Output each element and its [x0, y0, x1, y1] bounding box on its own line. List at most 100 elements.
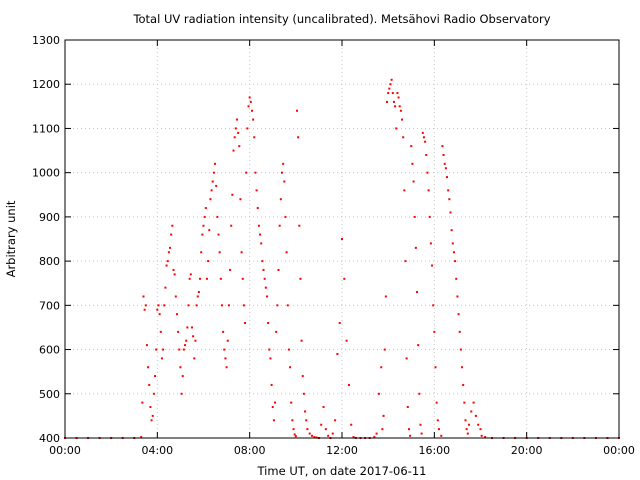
data-point [432, 304, 435, 307]
data-point [434, 366, 437, 369]
data-point [270, 383, 273, 386]
data-point [255, 189, 258, 192]
data-point [411, 162, 414, 165]
data-point [377, 392, 380, 395]
data-point [170, 233, 173, 236]
data-point [260, 242, 263, 245]
data-point [331, 432, 334, 435]
data-point [302, 392, 305, 395]
data-point [382, 414, 385, 417]
data-point [265, 295, 268, 298]
data-point [405, 357, 408, 360]
data-point [165, 264, 168, 267]
data-point [381, 428, 384, 431]
data-point [429, 242, 432, 245]
data-point [327, 434, 330, 437]
data-point [214, 162, 217, 165]
data-point [261, 260, 264, 263]
data-point [200, 251, 203, 254]
data-point [428, 215, 431, 218]
data-point [253, 136, 256, 139]
data-point [310, 434, 313, 437]
data-point [156, 308, 159, 311]
data-point [386, 100, 389, 103]
data-point [474, 414, 477, 417]
data-point [279, 198, 282, 201]
data-point [287, 348, 290, 351]
data-point [426, 171, 429, 174]
data-point [414, 246, 417, 249]
data-point [401, 118, 404, 121]
data-point [448, 198, 451, 201]
data-point [410, 145, 413, 148]
data-point [409, 434, 412, 437]
data-point [244, 322, 247, 325]
data-point [186, 326, 189, 329]
data-point [304, 410, 307, 413]
data-point [201, 233, 204, 236]
data-point [399, 109, 402, 112]
data-point [242, 304, 245, 307]
data-point [160, 357, 163, 360]
data-point [449, 211, 452, 214]
data-point [282, 162, 285, 165]
data-point [391, 92, 394, 95]
data-point [435, 401, 438, 404]
data-point [203, 215, 206, 218]
data-point [467, 423, 470, 426]
data-point [231, 193, 234, 196]
data-point [301, 375, 304, 378]
data-point [383, 348, 386, 351]
data-point [185, 339, 188, 342]
data-point [190, 326, 193, 329]
data-point [157, 304, 160, 307]
data-point [181, 375, 184, 378]
data-point [280, 171, 283, 174]
data-point [452, 251, 455, 254]
y-tick-label: 400 [39, 432, 60, 445]
data-point [189, 273, 192, 276]
data-point [313, 436, 316, 439]
data-point [238, 145, 241, 148]
data-point [338, 322, 341, 325]
data-point [163, 304, 166, 307]
y-tick-label: 500 [39, 388, 60, 401]
data-point [232, 149, 235, 152]
data-point [446, 176, 449, 179]
x-tick-label: 00:00 [603, 444, 635, 457]
data-point [235, 118, 238, 121]
data-point [404, 260, 407, 263]
data-point [254, 171, 257, 174]
data-point [204, 207, 207, 210]
data-point [239, 198, 242, 201]
data-point [477, 423, 480, 426]
x-axis-label: Time UT, on date 2017-06-11 [257, 464, 427, 478]
data-point [205, 277, 208, 280]
data-point [150, 419, 153, 422]
data-point [174, 295, 177, 298]
data-point [212, 171, 215, 174]
data-point [215, 184, 218, 187]
data-point [167, 251, 170, 254]
data-point [276, 304, 279, 307]
data-point [267, 322, 270, 325]
data-point [220, 304, 223, 307]
x-tick-label: 20:00 [511, 444, 543, 457]
data-point [141, 401, 144, 404]
data-point [437, 428, 440, 431]
data-point [216, 215, 219, 218]
data-point [247, 105, 250, 108]
data-point [416, 291, 419, 294]
data-point [229, 268, 232, 271]
data-point [249, 100, 252, 103]
data-point [192, 335, 195, 338]
data-point [175, 313, 178, 316]
data-point [324, 428, 327, 431]
data-point [433, 330, 436, 333]
data-point [210, 189, 213, 192]
data-point [272, 419, 275, 422]
y-tick-label: 1000 [32, 167, 60, 180]
data-point [322, 406, 325, 409]
data-point [343, 277, 346, 280]
data-point [237, 131, 240, 134]
